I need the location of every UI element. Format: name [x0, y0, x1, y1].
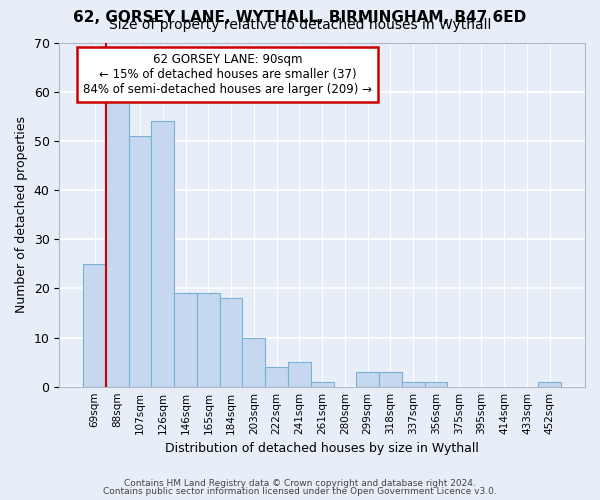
Bar [151, 121, 174, 386]
Bar [197, 294, 220, 386]
X-axis label: Distribution of detached houses by size in Wythall: Distribution of detached houses by size … [165, 442, 479, 455]
Bar [425, 382, 448, 386]
Text: Contains public sector information licensed under the Open Government Licence v3: Contains public sector information licen… [103, 487, 497, 496]
Text: Contains HM Land Registry data © Crown copyright and database right 2024.: Contains HM Land Registry data © Crown c… [124, 478, 476, 488]
Bar [174, 294, 197, 386]
Bar [538, 382, 561, 386]
Bar [402, 382, 425, 386]
Bar [242, 338, 265, 386]
Bar [288, 362, 311, 386]
Y-axis label: Number of detached properties: Number of detached properties [15, 116, 28, 313]
Bar [83, 264, 106, 386]
Text: Size of property relative to detached houses in Wythall: Size of property relative to detached ho… [109, 18, 491, 32]
Bar [128, 136, 151, 386]
Text: 62, GORSEY LANE, WYTHALL, BIRMINGHAM, B47 6ED: 62, GORSEY LANE, WYTHALL, BIRMINGHAM, B4… [73, 10, 527, 25]
Bar [379, 372, 402, 386]
Bar [106, 96, 128, 387]
Text: 62 GORSEY LANE: 90sqm
← 15% of detached houses are smaller (37)
84% of semi-deta: 62 GORSEY LANE: 90sqm ← 15% of detached … [83, 53, 372, 96]
Bar [265, 367, 288, 386]
Bar [356, 372, 379, 386]
Bar [311, 382, 334, 386]
Bar [220, 298, 242, 386]
